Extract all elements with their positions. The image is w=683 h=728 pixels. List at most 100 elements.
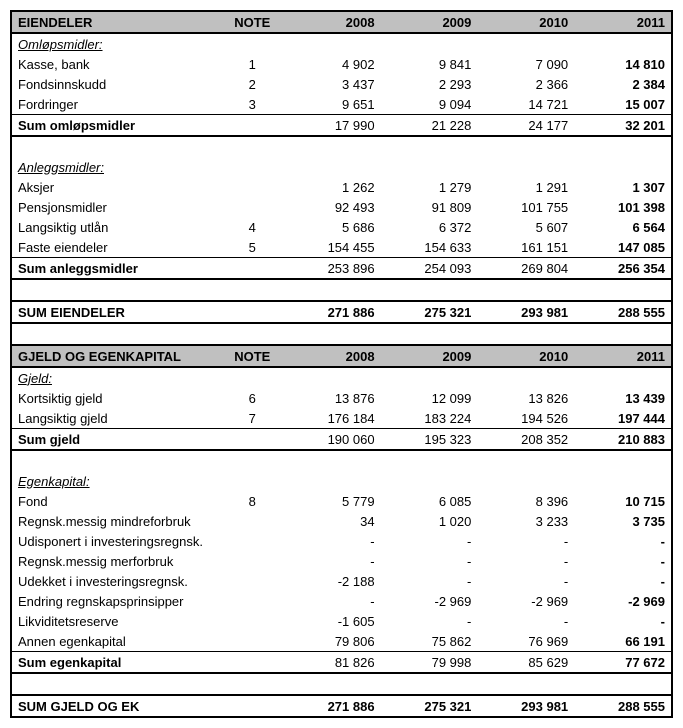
- row-note: [221, 611, 284, 631]
- data-row: Udisponert i investeringsregnsk.----: [11, 531, 672, 551]
- row-label: Faste eiendeler: [11, 237, 221, 258]
- data-row: Langsiktig gjeld7176 184183 224194 52619…: [11, 408, 672, 429]
- sum-y2010: 208 352: [477, 429, 574, 451]
- row-note: [221, 591, 284, 611]
- sum-y2010: 269 804: [477, 258, 574, 280]
- row-note: 4: [221, 217, 284, 237]
- cell-y2011: -: [574, 551, 672, 571]
- cell-y2011: 147 085: [574, 237, 672, 258]
- spacer-row: [11, 673, 672, 695]
- row-note: [221, 177, 284, 197]
- grand-y2009: 275 321: [381, 695, 478, 717]
- grand-label: SUM GJELD OG EK: [11, 695, 221, 717]
- row-label: Langsiktig utlån: [11, 217, 221, 237]
- cell-y2009: 6 085: [381, 491, 478, 511]
- data-row: Kortsiktig gjeld613 87612 09913 82613 43…: [11, 388, 672, 408]
- section-title-row: Omløpsmidler:: [11, 33, 672, 54]
- cell-y2010: 13 826: [477, 388, 574, 408]
- section-title-row: Gjeld:: [11, 367, 672, 388]
- cell-y2011: 6 564: [574, 217, 672, 237]
- sum-y2011: 256 354: [574, 258, 672, 280]
- table-gap: [11, 323, 672, 345]
- row-note: [221, 531, 284, 551]
- cell-y2008: -: [284, 531, 381, 551]
- row-note: 3: [221, 94, 284, 115]
- spacer-row: [11, 136, 672, 157]
- sum-y2008: 81 826: [284, 652, 381, 674]
- row-label: Likviditetsreserve: [11, 611, 221, 631]
- sum-y2008: 190 060: [284, 429, 381, 451]
- sum-label: Sum gjeld: [11, 429, 221, 451]
- sum-y2008: 17 990: [284, 115, 381, 137]
- row-label: Fond: [11, 491, 221, 511]
- table-header: GJELD OG EGENKAPITALNOTE2008200920102011: [11, 345, 672, 367]
- sum-y2008: 253 896: [284, 258, 381, 280]
- row-note: 8: [221, 491, 284, 511]
- sum-y2010: 24 177: [477, 115, 574, 137]
- cell-y2008: 3 437: [284, 74, 381, 94]
- grand-y2008: 271 886: [284, 301, 381, 323]
- section-title: Gjeld:: [11, 367, 221, 388]
- cell-y2011: 1 307: [574, 177, 672, 197]
- row-label: Regnsk.messig merforbruk: [11, 551, 221, 571]
- section-title-row: Egenkapital:: [11, 471, 672, 491]
- sum-y2009: 254 093: [381, 258, 478, 280]
- sum-label: Sum egenkapital: [11, 652, 221, 674]
- cell-y2011: 3 735: [574, 511, 672, 531]
- cell-y2008: -: [284, 551, 381, 571]
- row-note: 1: [221, 54, 284, 74]
- balance-sheet-table: EIENDELERNOTE2008200920102011Omløpsmidle…: [10, 10, 673, 718]
- cell-y2011: 101 398: [574, 197, 672, 217]
- row-note: 7: [221, 408, 284, 429]
- grand-total-row: SUM GJELD OG EK271 886275 321293 981288 …: [11, 695, 672, 717]
- row-label: Udisponert i investeringsregnsk.: [11, 531, 221, 551]
- cell-y2011: 66 191: [574, 631, 672, 652]
- sum-row: Sum gjeld190 060195 323208 352210 883: [11, 429, 672, 451]
- cell-y2010: 8 396: [477, 491, 574, 511]
- header-year: 2008: [284, 345, 381, 367]
- data-row: Likviditetsreserve-1 605---: [11, 611, 672, 631]
- cell-y2009: 2 293: [381, 74, 478, 94]
- sum-y2009: 79 998: [381, 652, 478, 674]
- cell-y2010: -: [477, 611, 574, 631]
- data-row: Annen egenkapital79 80675 86276 96966 19…: [11, 631, 672, 652]
- cell-y2009: -: [381, 531, 478, 551]
- data-row: Fordringer39 6519 09414 72115 007: [11, 94, 672, 115]
- section-title: Omløpsmidler:: [11, 33, 221, 54]
- cell-y2008: 5 686: [284, 217, 381, 237]
- grand-y2008: 271 886: [284, 695, 381, 717]
- sum-row: Sum egenkapital81 82679 99885 62977 672: [11, 652, 672, 674]
- cell-y2008: 4 902: [284, 54, 381, 74]
- sum-label: Sum anleggsmidler: [11, 258, 221, 280]
- data-row: Pensjonsmidler92 49391 809101 755101 398: [11, 197, 672, 217]
- table-header: EIENDELERNOTE2008200920102011: [11, 11, 672, 33]
- cell-y2011: -: [574, 571, 672, 591]
- section-title: Anleggsmidler:: [11, 157, 221, 177]
- header-year: 2010: [477, 11, 574, 33]
- cell-y2009: -: [381, 571, 478, 591]
- grand-label: SUM EIENDELER: [11, 301, 221, 323]
- sum-y2011: 210 883: [574, 429, 672, 451]
- cell-y2008: 1 262: [284, 177, 381, 197]
- cell-y2008: 79 806: [284, 631, 381, 652]
- data-row: Fond85 7796 0858 39610 715: [11, 491, 672, 511]
- cell-y2009: 154 633: [381, 237, 478, 258]
- grand-y2009: 275 321: [381, 301, 478, 323]
- data-row: Regnsk.messig mindreforbruk341 0203 2333…: [11, 511, 672, 531]
- data-row: Endring regnskapsprinsipper--2 969-2 969…: [11, 591, 672, 611]
- cell-y2009: -: [381, 551, 478, 571]
- cell-y2010: 5 607: [477, 217, 574, 237]
- cell-y2011: 197 444: [574, 408, 672, 429]
- cell-y2008: -1 605: [284, 611, 381, 631]
- section-title-row: Anleggsmidler:: [11, 157, 672, 177]
- cell-y2010: 7 090: [477, 54, 574, 74]
- row-label: Annen egenkapital: [11, 631, 221, 652]
- cell-y2009: -2 969: [381, 591, 478, 611]
- cell-y2009: 75 862: [381, 631, 478, 652]
- sum-y2011: 77 672: [574, 652, 672, 674]
- section-title: Egenkapital:: [11, 471, 221, 491]
- cell-y2010: 14 721: [477, 94, 574, 115]
- row-note: [221, 197, 284, 217]
- header-year: 2010: [477, 345, 574, 367]
- grand-y2011: 288 555: [574, 695, 672, 717]
